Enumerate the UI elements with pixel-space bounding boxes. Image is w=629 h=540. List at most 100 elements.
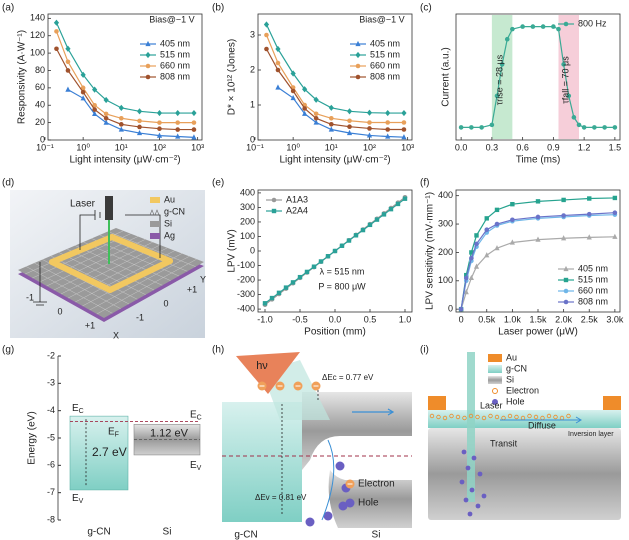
x-tick-label: 10¹ — [325, 142, 338, 152]
x-tick-label: 0.3 — [486, 142, 499, 152]
electron — [462, 415, 467, 421]
legend-swatch — [149, 209, 160, 216]
legend-swatch — [492, 399, 498, 405]
level-label: EF — [108, 426, 119, 438]
legend-label: Hole — [506, 396, 525, 406]
marker — [385, 120, 390, 125]
marker — [489, 122, 495, 128]
marker — [510, 26, 515, 32]
plot-frame — [455, 13, 621, 141]
offset-label: ΔEv = 0.81 eV — [255, 493, 307, 502]
marker — [381, 212, 387, 217]
y-tick-label: -4 — [47, 405, 55, 415]
series-line — [461, 26, 615, 128]
x-axis-title: Light intensity (μW·cm⁻²) — [279, 155, 390, 166]
x-tick-label: 0.5 — [364, 314, 377, 324]
marker — [136, 108, 143, 115]
marker — [458, 125, 464, 130]
axis-label: X — [113, 330, 119, 340]
au-electrode — [49, 234, 115, 265]
annotation: Bias@−1 V — [149, 14, 194, 24]
marker — [592, 125, 597, 130]
legend-label: Si — [506, 374, 514, 384]
marker — [535, 214, 541, 220]
axis-tick: 0 — [163, 298, 168, 308]
marker — [275, 45, 281, 53]
marker — [388, 206, 394, 212]
legend-marker — [355, 40, 361, 47]
marker — [119, 122, 124, 127]
electron — [488, 413, 493, 419]
marker — [103, 115, 109, 121]
panel-label: (f) — [420, 178, 429, 189]
marker — [494, 245, 500, 251]
symbol: E — [72, 493, 79, 504]
marker — [80, 89, 86, 95]
y-axis-title: LPV sensitivity (mV·mm⁻¹) — [425, 192, 436, 310]
marker — [156, 132, 163, 138]
marker — [469, 250, 474, 255]
hole — [477, 471, 483, 477]
electron — [553, 414, 558, 420]
au-pad — [603, 396, 621, 410]
electron — [455, 414, 461, 420]
marker — [401, 120, 407, 125]
marker — [53, 19, 60, 26]
process-label: Transit — [490, 438, 518, 448]
marker — [385, 133, 391, 139]
au-electrode — [49, 259, 113, 293]
marker — [535, 236, 541, 242]
electron — [481, 415, 487, 421]
marker — [275, 84, 281, 90]
electron — [507, 413, 513, 419]
legend-marker — [145, 63, 151, 69]
hole — [463, 497, 469, 503]
subscript: C — [79, 408, 84, 415]
y-tick-label: 1 — [250, 99, 255, 109]
marker — [92, 110, 98, 117]
x-tick-label: 3.0k — [606, 314, 624, 324]
marker — [290, 70, 296, 77]
series-line — [265, 24, 404, 114]
x-tick-label: 0.6 — [516, 142, 529, 152]
marker — [551, 24, 556, 29]
marker — [54, 29, 59, 34]
marker — [347, 118, 352, 124]
x-tick-label: 10⁰ — [76, 142, 90, 152]
annotation: τfall = 70 μs — [560, 56, 570, 104]
beam-label: Laser — [480, 400, 503, 410]
electron — [468, 413, 474, 419]
marker — [540, 24, 546, 29]
marker — [276, 290, 282, 296]
legend-hole — [345, 498, 355, 508]
y-axis-title: D* × 10¹² (Jones) — [227, 39, 238, 115]
series-line — [55, 31, 194, 124]
legend-marker — [563, 265, 569, 272]
marker — [80, 95, 86, 101]
series-line — [265, 34, 404, 124]
marker — [332, 248, 338, 254]
y-tick-label: -200 — [237, 274, 255, 284]
legend-marker — [355, 63, 361, 69]
legend-label: Hole — [358, 498, 379, 509]
marker — [367, 126, 372, 131]
marker — [65, 45, 71, 52]
marker — [385, 127, 390, 132]
y-tick-label: -2 — [47, 350, 55, 360]
legend-marker — [563, 277, 569, 283]
y-axis-title: Responsivity (A·W⁻¹) — [17, 30, 28, 124]
hole — [481, 493, 487, 499]
level-label: EC — [72, 403, 84, 415]
panel-label: (e) — [212, 178, 224, 189]
hole — [338, 501, 348, 511]
marker — [329, 116, 334, 121]
y-tick-label: 2 — [250, 64, 255, 74]
symbol: E — [190, 460, 197, 471]
shaded-region — [491, 15, 513, 139]
marker — [566, 93, 572, 99]
marker — [401, 134, 407, 140]
marker — [264, 46, 269, 52]
marker — [510, 217, 515, 223]
marker — [80, 71, 86, 78]
y-tick-label: 0 — [250, 134, 255, 144]
